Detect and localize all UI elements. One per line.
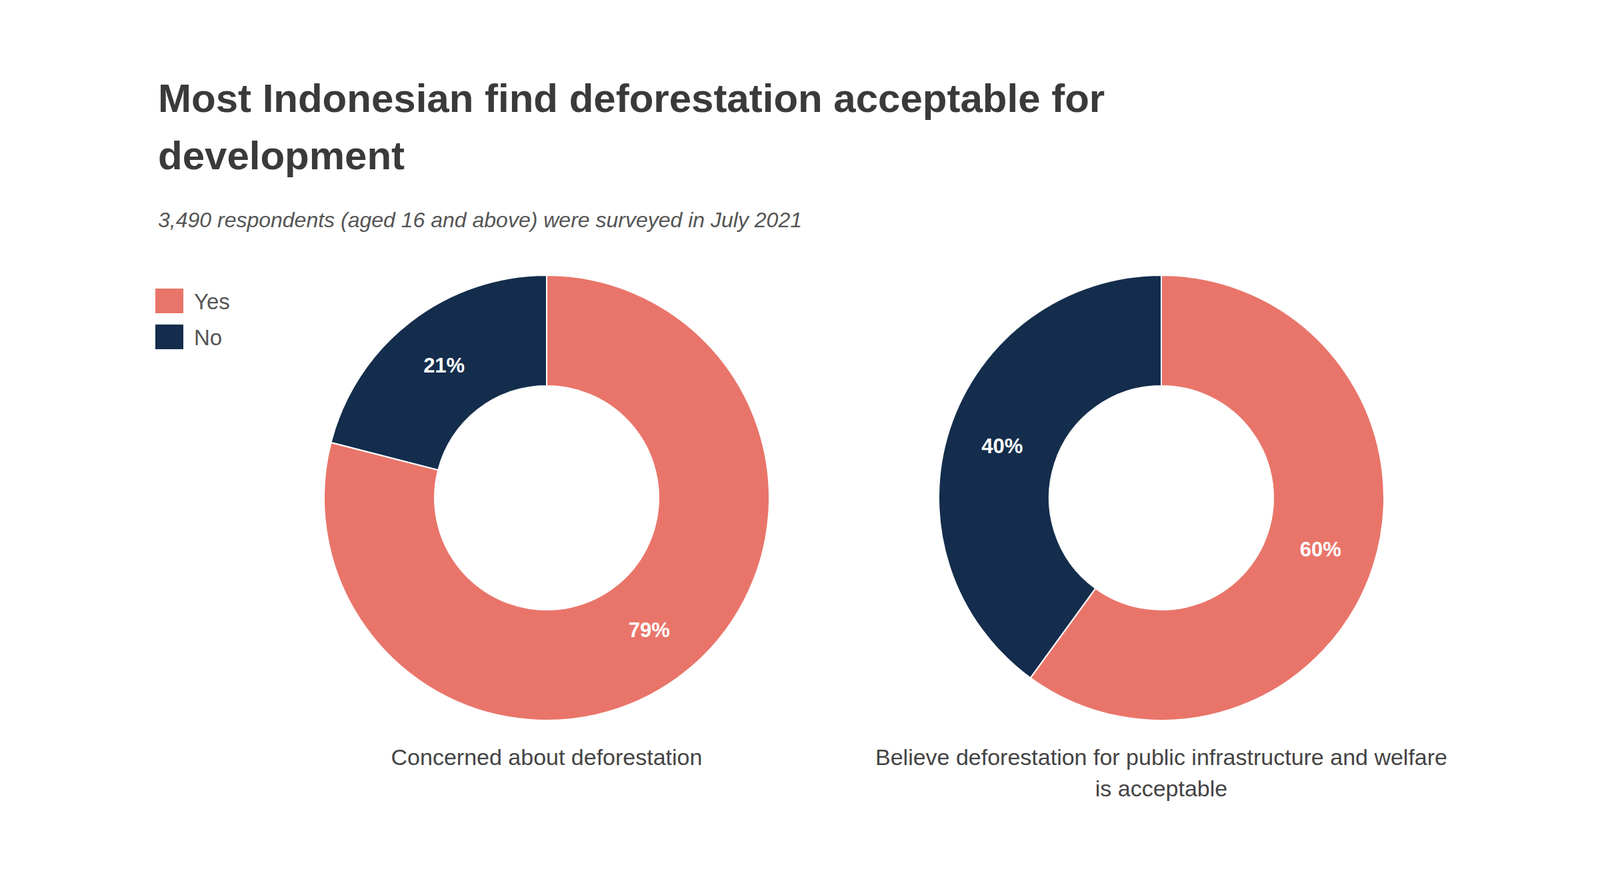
slice: No	[330, 275, 547, 470]
data-label: 79%	[628, 618, 670, 642]
slice: Yes	[324, 275, 770, 721]
chart-canvas: Most Indonesian find deforestation accep…	[0, 0, 1600, 877]
donut-chart: YesNo	[324, 275, 770, 721]
legend-label: No	[194, 325, 222, 350]
chart-caption: Believe deforestation for public infrast…	[875, 744, 1448, 802]
subtitle: 3,490 respondents (aged 16 and above) we…	[158, 208, 802, 232]
legend-swatch	[155, 288, 184, 314]
donut-chart: YesNo	[938, 275, 1384, 721]
data-label: 21%	[423, 354, 465, 378]
data-label: 60%	[1300, 538, 1342, 562]
legend-swatch	[155, 324, 184, 350]
data-label: 40%	[981, 434, 1023, 458]
legend: Yes No	[155, 288, 230, 350]
title: Most Indonesian find deforestation accep…	[158, 76, 1105, 178]
chart-caption: Concerned about deforestation	[391, 744, 703, 770]
legend-label: Yes	[194, 289, 230, 314]
slice: No	[938, 275, 1162, 678]
